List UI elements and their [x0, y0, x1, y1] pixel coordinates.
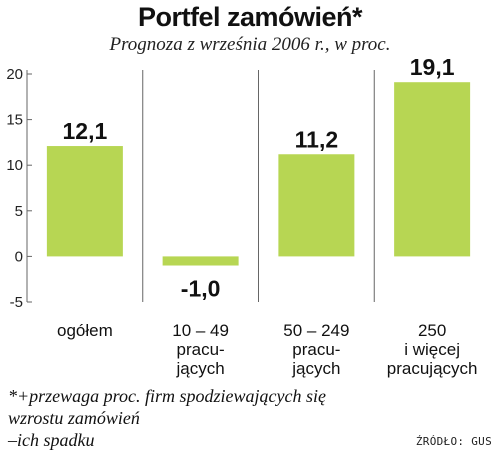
- category-label: pracujących: [387, 359, 478, 378]
- category-label: 250: [418, 321, 446, 340]
- category-label: jących: [291, 359, 340, 378]
- bar: [162, 256, 239, 266]
- footnote-line: *+przewaga proc. firm spodziewających si…: [8, 386, 326, 406]
- y-tick-label: 5: [15, 203, 23, 220]
- category-label: ogółem: [57, 321, 113, 340]
- chart-title: Portfel zamówień*: [137, 2, 363, 32]
- bar-value-label: -1,0: [181, 276, 221, 302]
- y-tick-label: 0: [15, 248, 23, 265]
- category-label: jących: [176, 359, 225, 378]
- y-tick-label: 10: [6, 157, 23, 174]
- footnote-line: wzrostu zamówień: [8, 408, 140, 428]
- category-label: 10 – 49: [172, 321, 229, 340]
- bar-value-label: 12,1: [62, 118, 107, 144]
- footnote: *+przewaga proc. firm spodziewających si…: [8, 385, 448, 451]
- bar-value-label: 19,1: [410, 54, 455, 80]
- y-tick-label: 20: [6, 66, 23, 83]
- bar-value-label: 11,2: [295, 126, 339, 152]
- category-label: 50 – 249: [283, 321, 349, 340]
- footnote-line: –ich spadku: [8, 430, 95, 450]
- category-label: pracu-: [177, 340, 225, 359]
- chart-subtitle: Prognoza z września 2006 r., w proc.: [109, 34, 391, 55]
- bar: [278, 154, 355, 257]
- source-label: ŹRÓDŁO: GUS: [415, 435, 492, 448]
- bar: [46, 146, 123, 257]
- y-tick-label: 15: [6, 112, 23, 129]
- bar: [394, 82, 471, 257]
- y-tick-label: -5: [10, 294, 23, 311]
- category-label: i więcej: [404, 340, 460, 359]
- category-label: pracu-: [292, 340, 340, 359]
